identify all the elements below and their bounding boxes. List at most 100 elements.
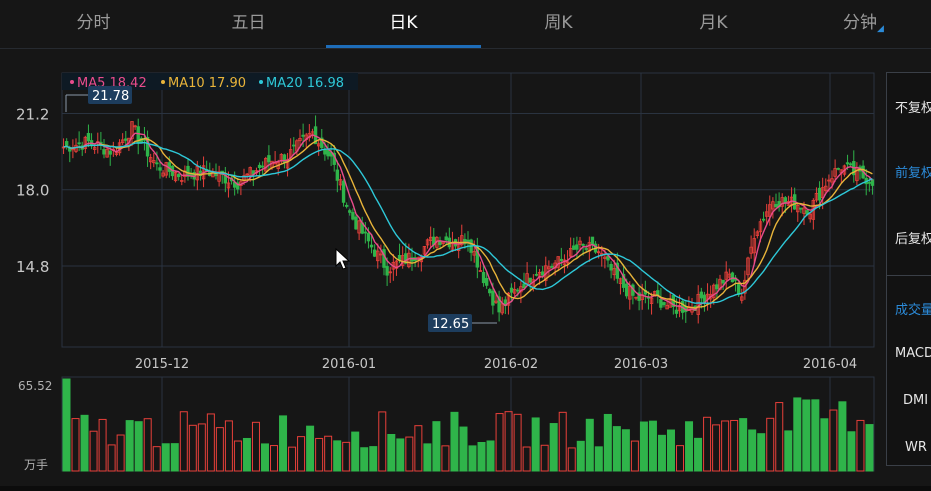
candle-body	[637, 292, 641, 301]
candle-body	[796, 205, 800, 213]
volume-bar	[838, 401, 847, 472]
candle-body	[771, 201, 775, 210]
candle-body	[180, 180, 184, 182]
candle-body	[92, 147, 97, 150]
volume-bar	[206, 413, 215, 472]
volume-bar	[432, 421, 441, 472]
candle-body	[814, 193, 819, 201]
candle-body	[867, 181, 872, 184]
candle-body	[662, 302, 666, 306]
tab-daily-k[interactable]: 日K	[389, 13, 418, 33]
candle-body	[369, 244, 374, 248]
candle-body	[481, 272, 486, 284]
candle-body	[764, 211, 769, 217]
period-tab-bar: 分时 五日 日K 周K 月K 分钟◢	[0, 0, 931, 49]
candle-body	[148, 157, 153, 163]
candle-body	[603, 256, 607, 259]
candle-body	[173, 171, 178, 182]
candle-body	[817, 187, 822, 201]
volume-bar	[639, 421, 648, 472]
axis-labels: 21.2 18.0 14.8 2015-12 2016-01 2016-02 2016-03…	[16, 106, 857, 372]
volume-bar	[585, 418, 594, 472]
tab-minute[interactable]: 分钟◢	[791, 0, 931, 46]
max-price-label: 21.78	[92, 89, 129, 104]
candle-body	[783, 197, 788, 203]
candle-body	[506, 292, 511, 306]
ma10-legend: MA10 17.90	[168, 76, 246, 91]
volume-bar	[279, 415, 288, 472]
volume-bar	[748, 429, 757, 472]
volume-bar	[468, 445, 477, 472]
candle-body	[186, 165, 190, 177]
volume-bar	[450, 411, 459, 472]
indicator-dmi[interactable]: DMI	[903, 393, 929, 408]
ma5-line	[63, 132, 873, 311]
price-tick-label: 14.8	[16, 258, 49, 276]
volume-bar	[504, 411, 513, 472]
candle-body	[556, 256, 560, 268]
volume-bar	[369, 446, 378, 472]
volume-bar	[297, 436, 306, 472]
candle-body	[559, 258, 564, 262]
option-no-adjust[interactable]: 不复权	[895, 101, 931, 116]
ma20-dot	[259, 80, 263, 84]
candle-body	[547, 266, 551, 270]
candle-body	[550, 265, 554, 268]
candle-body	[721, 279, 725, 284]
volume-bar	[143, 418, 152, 472]
indicator-macd[interactable]: MACD	[895, 346, 931, 361]
indicator-volume[interactable]: 成交量	[895, 303, 931, 318]
volume-bar	[567, 447, 576, 472]
tab-weekly-k[interactable]: 周K	[544, 13, 573, 33]
candle-body	[522, 283, 526, 289]
volume-bar	[712, 424, 721, 472]
candle-body	[158, 167, 162, 171]
volume-bar	[775, 402, 784, 472]
candle-body	[528, 277, 532, 283]
volume-bar	[766, 417, 775, 472]
indicator-wr[interactable]: WR	[905, 440, 927, 455]
volume-bar	[333, 440, 342, 472]
candle-body	[724, 271, 728, 280]
candle-body	[341, 180, 346, 203]
option-forward-adjust[interactable]: 前复权	[895, 166, 931, 181]
volume-bar	[513, 413, 522, 472]
candle-body	[226, 182, 231, 189]
candle-body	[152, 160, 156, 164]
candle-body	[516, 289, 520, 292]
min-price-marker: 12.65	[428, 314, 497, 332]
candle-body	[578, 240, 582, 245]
tab-five-day[interactable]: 五日	[231, 13, 266, 33]
candle-body	[512, 289, 517, 294]
candle-body	[540, 271, 545, 276]
tab-monthly-k[interactable]: 月K	[699, 13, 728, 33]
tab-intraday[interactable]: 分时	[76, 13, 111, 33]
candle-body	[565, 261, 570, 264]
candle-body	[260, 165, 265, 168]
candle-body	[404, 253, 408, 264]
candle-body	[108, 150, 112, 155]
candle-body	[130, 121, 134, 140]
option-backward-adjust[interactable]: 后复权	[895, 232, 931, 247]
candle-body	[161, 172, 165, 177]
candle-body	[438, 240, 442, 245]
volume-bar	[721, 420, 730, 472]
candle-body	[845, 162, 850, 165]
candle-body	[755, 231, 760, 236]
volume-bar	[576, 440, 585, 472]
volume-bar	[116, 434, 125, 472]
candle-body	[730, 272, 735, 283]
volume-bar	[486, 440, 495, 472]
candle-body	[596, 251, 601, 254]
volume-bar	[80, 414, 89, 472]
candle-body	[292, 144, 296, 147]
candle-body	[674, 309, 679, 314]
kline-chart[interactable]: 21.2 18.0 14.8 2015-12 2016-01 2016-02 2016-03…	[0, 56, 880, 476]
candle-body	[870, 179, 875, 186]
date-tick-label: 2016-01	[322, 357, 376, 372]
volume-max-label: 65.52	[18, 379, 52, 393]
candle-body	[338, 179, 343, 186]
candle-body	[102, 149, 106, 155]
volume-bar	[152, 446, 161, 472]
ma20-line	[63, 141, 873, 304]
